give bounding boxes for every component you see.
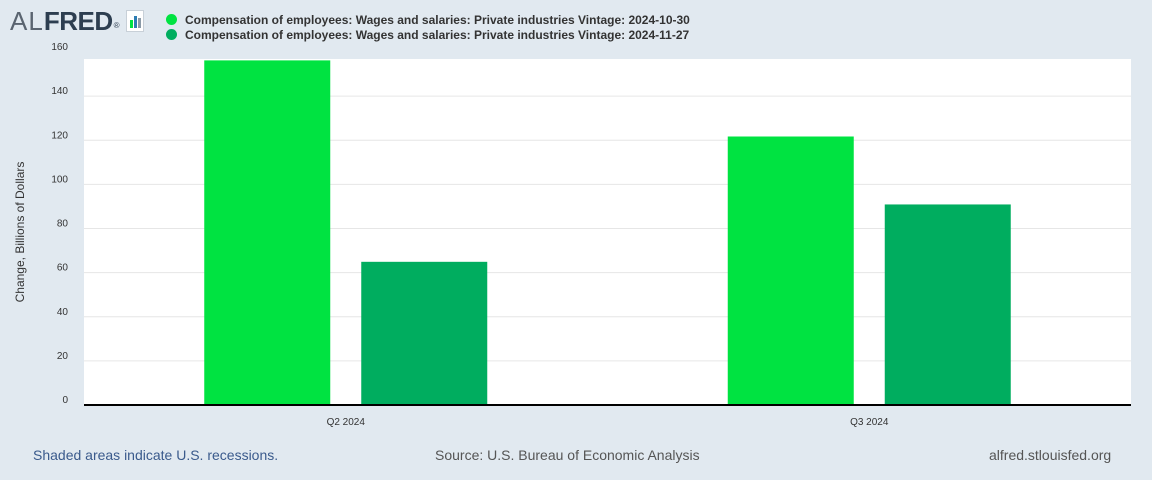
legend-dot-icon (166, 14, 177, 25)
alfred-logo[interactable]: AL FRED ® (10, 6, 144, 36)
bar-q2-2024-series-1[interactable] (204, 60, 331, 405)
y-tick-labels: 0 20 40 60 80 100 120 140 160 (51, 42, 68, 406)
bar-q3-2024-series-1[interactable] (727, 136, 854, 405)
x-tick-label: Q2 2024 (327, 417, 366, 428)
legend-dot-icon (166, 29, 177, 40)
x-tick-label: Q3 2024 (850, 417, 889, 428)
site-url: alfred.stlouisfed.org (989, 447, 1112, 463)
source-text: Source: U.S. Bureau of Economic Analysis (435, 447, 700, 463)
y-tick-label: 80 (57, 219, 69, 230)
logo-al-text: AL (10, 5, 44, 36)
y-tick-label: 140 (51, 86, 68, 97)
y-tick-label: 120 (51, 130, 68, 141)
bars (204, 60, 1011, 405)
legend-label: Compensation of employees: Wages and sal… (185, 12, 690, 27)
legend-item-vintage-2024-11-27[interactable]: Compensation of employees: Wages and sal… (166, 27, 690, 42)
bar-q3-2024-series-2[interactable] (884, 204, 1011, 405)
y-tick-label: 100 (51, 174, 68, 185)
y-tick-label: 60 (57, 263, 69, 274)
legend-label: Compensation of employees: Wages and sal… (185, 27, 690, 42)
chart-legend: Compensation of employees: Wages and sal… (166, 12, 690, 42)
y-tick-label: 160 (51, 42, 68, 53)
bar-chart-icon (125, 10, 144, 32)
bar-q2-2024-series-2[interactable] (361, 261, 488, 405)
y-tick-label: 20 (57, 351, 69, 362)
logo-fred-text: FRED (43, 5, 113, 36)
y-axis-label: Change, Billions of Dollars (13, 162, 27, 303)
legend-item-vintage-2024-10-30[interactable]: Compensation of employees: Wages and sal… (166, 12, 690, 27)
recession-note-link[interactable]: Shaded areas indicate U.S. recessions. (33, 447, 279, 463)
y-tick-label: 0 (62, 395, 68, 406)
y-tick-label: 40 (57, 307, 69, 318)
x-tick-labels: Q2 2024 Q3 2024 (327, 417, 889, 428)
logo-registered-mark: ® (113, 21, 120, 30)
